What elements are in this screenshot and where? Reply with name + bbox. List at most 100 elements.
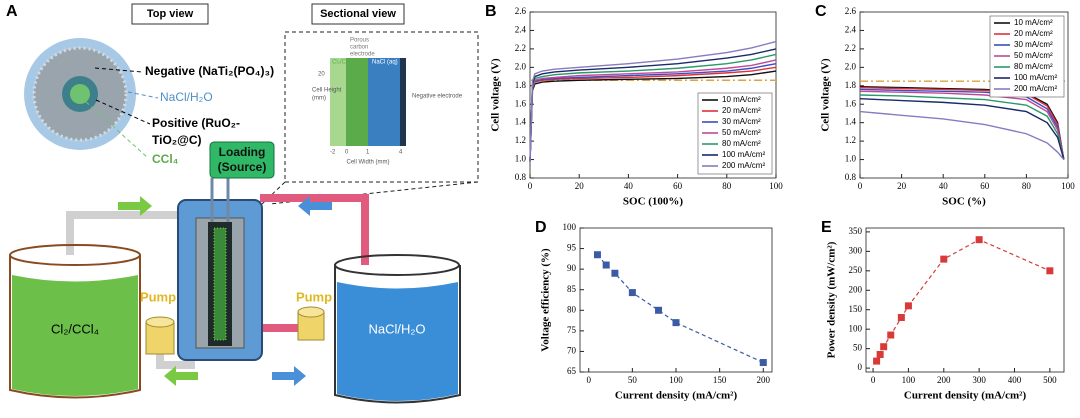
y-tick-label: 2.0 bbox=[845, 61, 857, 71]
label: Positive (RuO₂- bbox=[152, 116, 240, 130]
label-box bbox=[131, 3, 209, 25]
inset-label: Cell Height bbox=[312, 88, 342, 94]
legend-label: 80 mA/cm² bbox=[722, 139, 761, 148]
x-axis-label: SOC (%) bbox=[942, 196, 986, 208]
series-line bbox=[859, 94, 1065, 160]
inset-label: carbon bbox=[350, 45, 368, 51]
y-tick-label: 1.0 bbox=[515, 154, 527, 164]
x-tick-label: 150 bbox=[713, 375, 727, 385]
x-tick-label: 200 bbox=[757, 375, 771, 385]
loading-label: (Source) bbox=[218, 160, 267, 174]
legend-label: 10 mA/cm² bbox=[1014, 18, 1053, 27]
loading-box bbox=[209, 141, 275, 179]
arrow bbox=[118, 196, 152, 216]
series-line bbox=[859, 110, 1065, 161]
x-tick-label: 80 bbox=[722, 181, 732, 191]
marker bbox=[940, 255, 948, 263]
y-tick-label: 1.6 bbox=[845, 98, 857, 108]
x-axis-label: Current density (mA/cm²) bbox=[615, 390, 738, 402]
liquid bbox=[337, 282, 458, 401]
y-tick-label: 70 bbox=[567, 345, 577, 355]
pointer bbox=[127, 91, 159, 99]
x-tick-label: 300 bbox=[972, 375, 986, 385]
marker bbox=[904, 302, 912, 310]
liquid bbox=[12, 275, 138, 396]
y-tick-label: 150 bbox=[849, 304, 863, 314]
panel-letter: A bbox=[6, 3, 18, 20]
plot-frame bbox=[865, 227, 1065, 373]
y-tick-label: 2.2 bbox=[515, 43, 526, 53]
pump-top bbox=[297, 306, 325, 318]
pointer bbox=[95, 99, 151, 125]
y-tick-label: 2.6 bbox=[515, 6, 527, 16]
series-line bbox=[529, 48, 777, 162]
marker bbox=[897, 314, 905, 322]
legend-label: 100 mA/cm² bbox=[722, 150, 765, 159]
label: Negative (NaTi₂(PO₄)₃) bbox=[145, 64, 274, 78]
y-tick-label: 90 bbox=[567, 263, 577, 273]
inset-label: Cl₂/CCl₄ bbox=[332, 60, 355, 66]
inset-label: (mm) bbox=[312, 96, 326, 102]
marker bbox=[593, 251, 601, 259]
core bbox=[213, 227, 227, 341]
y-tick-label: 300 bbox=[849, 245, 863, 255]
legend-label: 200 mA/cm² bbox=[1014, 84, 1057, 93]
legend-label: 20 mA/cm² bbox=[1014, 29, 1053, 38]
y-tick-label: 0.8 bbox=[515, 172, 527, 182]
marker bbox=[887, 331, 895, 339]
y-axis-label: Power density (mW/cm²) bbox=[826, 241, 838, 358]
legend-label: 50 mA/cm² bbox=[1014, 51, 1053, 60]
x-tick-label: 0 bbox=[871, 375, 876, 385]
x-tick-label: 0 bbox=[528, 181, 533, 191]
label-box bbox=[311, 3, 405, 25]
pipe bbox=[260, 194, 369, 265]
inset-label: Porous bbox=[350, 38, 369, 44]
x-tick-label: 400 bbox=[1008, 375, 1022, 385]
y-tick-label: 1.8 bbox=[515, 80, 527, 90]
arrow bbox=[272, 366, 306, 386]
marker bbox=[880, 343, 888, 351]
legend-label: 10 mA/cm² bbox=[722, 95, 761, 104]
inset-label: 4 bbox=[399, 150, 403, 156]
arrow bbox=[298, 196, 332, 216]
marker bbox=[876, 350, 884, 358]
x-tick-label: 100 bbox=[669, 375, 683, 385]
pointer bbox=[94, 67, 143, 73]
tank-rim bbox=[9, 244, 141, 266]
y-tick-label: 100 bbox=[849, 323, 863, 333]
y-tick-label: 1.2 bbox=[845, 135, 856, 145]
marker bbox=[975, 236, 983, 244]
pump-label: Pump bbox=[296, 289, 332, 304]
series-line bbox=[876, 239, 1051, 362]
panel-letter: D bbox=[535, 219, 547, 236]
view-title: Sectional view bbox=[320, 8, 396, 20]
inset-label: 1 bbox=[366, 150, 370, 156]
legend-label: 200 mA/cm² bbox=[722, 161, 765, 170]
legend-label: 30 mA/cm² bbox=[722, 117, 761, 126]
y-tick-label: 1.4 bbox=[515, 117, 527, 127]
pump-label: Pump bbox=[140, 289, 176, 304]
y-tick-label: 200 bbox=[849, 284, 863, 294]
y-tick-label: 75 bbox=[567, 325, 577, 335]
label: CCl₄ bbox=[152, 152, 179, 166]
y-tick-label: 2.0 bbox=[515, 61, 527, 71]
marker bbox=[873, 357, 881, 365]
y-tick-label: 1.6 bbox=[515, 98, 527, 108]
y-tick-label: 85 bbox=[567, 284, 577, 294]
y-axis-label: Cell voltage (V) bbox=[820, 58, 832, 132]
legend-label: 50 mA/cm² bbox=[722, 128, 761, 137]
y-tick-label: 1.2 bbox=[515, 135, 526, 145]
region bbox=[400, 58, 406, 146]
pipe bbox=[66, 211, 190, 265]
y-tick-label: 2.4 bbox=[515, 25, 527, 35]
x-axis-label: SOC (100%) bbox=[623, 196, 684, 208]
marker bbox=[672, 319, 680, 327]
plot-frame bbox=[579, 227, 773, 373]
arrow bbox=[164, 366, 198, 386]
x-tick-label: 100 bbox=[1061, 181, 1075, 191]
marker bbox=[611, 269, 619, 277]
plot-frame bbox=[529, 11, 777, 179]
y-tick-label: 80 bbox=[567, 304, 577, 314]
legend-label: 30 mA/cm² bbox=[1014, 40, 1053, 49]
label: NaCl/H₂O bbox=[160, 90, 213, 104]
